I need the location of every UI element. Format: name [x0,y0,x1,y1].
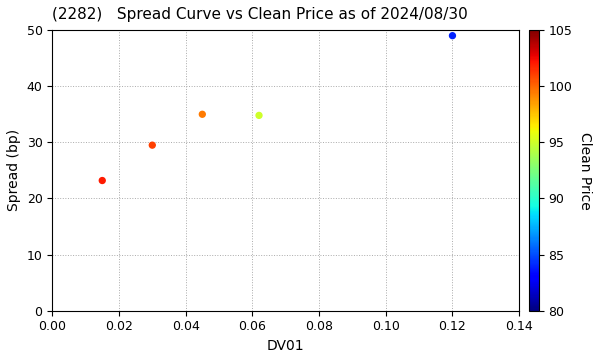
Point [254,113,264,118]
Point [197,111,207,117]
X-axis label: DV01: DV01 [267,339,305,353]
Y-axis label: Spread (bp): Spread (bp) [7,129,21,211]
Point [148,142,157,148]
Point [97,177,107,183]
Text: (2282)   Spread Curve vs Clean Price as of 2024/08/30: (2282) Spread Curve vs Clean Price as of… [52,7,468,22]
Y-axis label: Clean Price: Clean Price [578,131,592,209]
Point [448,33,457,39]
